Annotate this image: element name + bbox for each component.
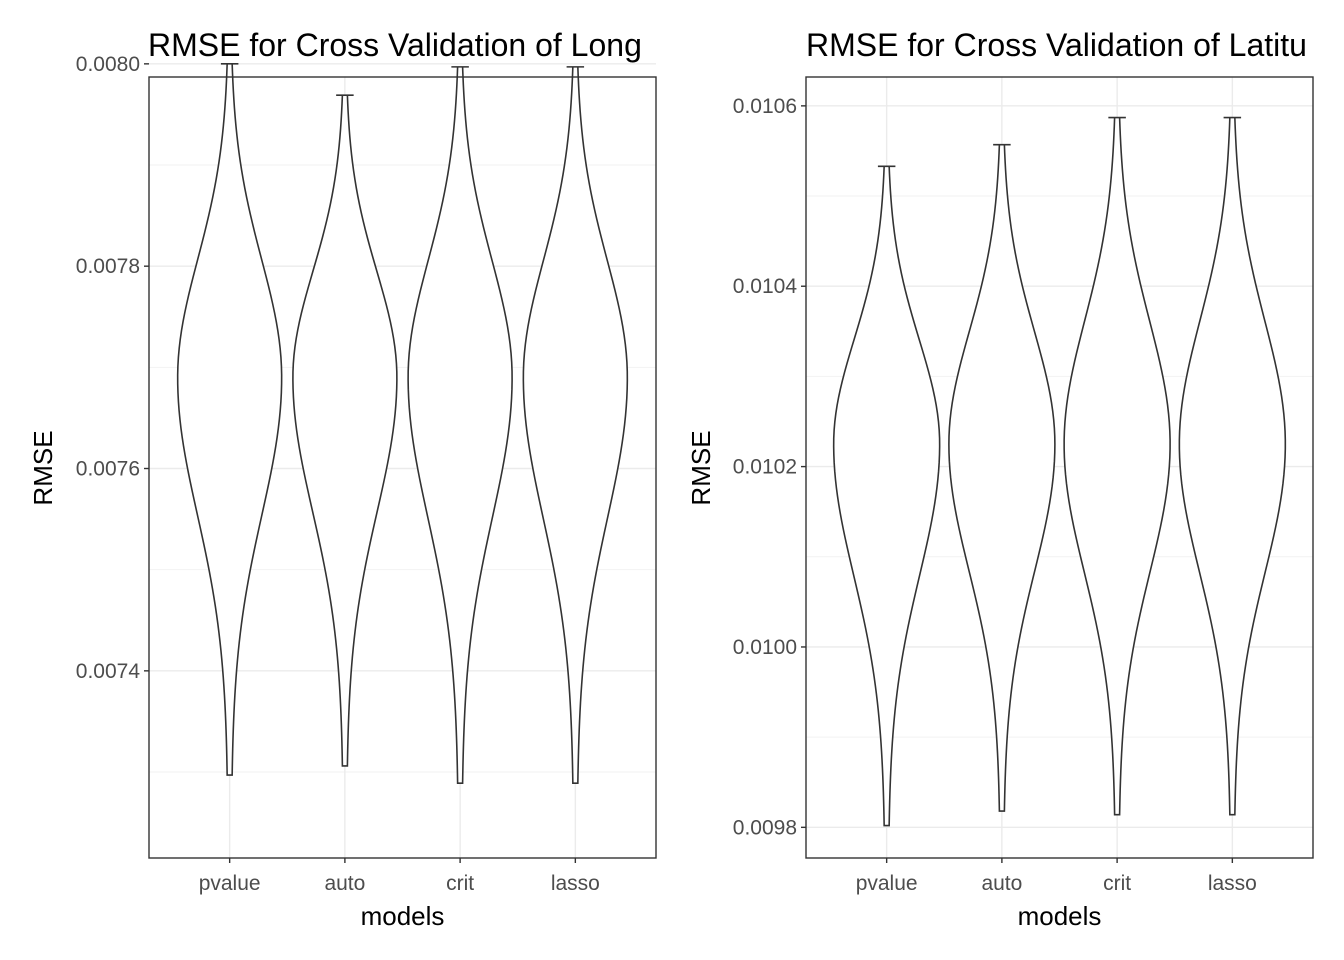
- x-axis-title: models: [1018, 901, 1102, 931]
- violin-lasso: [522, 66, 629, 784]
- y-tick-label: 0.0078: [76, 255, 140, 278]
- panel-border: [805, 76, 1314, 859]
- chart-title: RMSE for Cross Validation of Latitu: [806, 27, 1307, 63]
- y-tick-label: 0.0080: [76, 53, 140, 76]
- y-tick-label: 0.0074: [76, 660, 141, 683]
- chart-title: RMSE for Cross Validation of Long: [148, 27, 642, 63]
- tick-layer: 0.0098 0.0100 0.0102 0.0104 0.0106 pvalue auto…: [733, 95, 1257, 895]
- violin-layer: [832, 116, 1287, 827]
- violin-pvalue: [176, 63, 283, 776]
- violin-auto: [292, 94, 398, 767]
- y-tick-label: 0.0076: [76, 458, 140, 481]
- violin-layer: [176, 63, 629, 784]
- tick-layer: 0.0074 0.0076 0.0078 0.0080 pvalue auto crit la…: [76, 53, 600, 895]
- x-tick-label-crit: crit: [1103, 872, 1131, 895]
- violin-lasso: [1178, 116, 1287, 816]
- violin-crit: [1063, 116, 1171, 816]
- violin-auto: [948, 143, 1056, 812]
- x-tick-label-auto: auto: [324, 872, 365, 895]
- y-tick-label: 0.0100: [733, 636, 797, 659]
- x-tick-label-auto: auto: [981, 872, 1022, 895]
- panel-border: [148, 76, 657, 859]
- y-axis-title: RMSE: [28, 430, 58, 505]
- violin-pvalue: [832, 165, 941, 827]
- y-tick-label: 0.0102: [733, 456, 797, 479]
- x-tick-label-pvalue: pvalue: [856, 872, 918, 895]
- y-tick-label: 0.0098: [733, 816, 797, 839]
- chart-latitude: RMSE for Cross Validation of Latitu 0.00…: [686, 27, 1314, 931]
- chart-longitude: RMSE for Cross Validation of Long 0.0074…: [28, 27, 657, 931]
- x-tick-label-lasso: lasso: [551, 872, 600, 895]
- y-tick-label: 0.0104: [733, 275, 798, 298]
- violin-crit: [407, 66, 513, 784]
- x-axis-title: models: [361, 901, 445, 931]
- x-tick-label-crit: crit: [446, 872, 474, 895]
- x-tick-label-pvalue: pvalue: [199, 872, 261, 895]
- y-tick-label: 0.0106: [733, 95, 797, 118]
- x-tick-label-lasso: lasso: [1208, 872, 1257, 895]
- y-axis-title: RMSE: [686, 430, 716, 505]
